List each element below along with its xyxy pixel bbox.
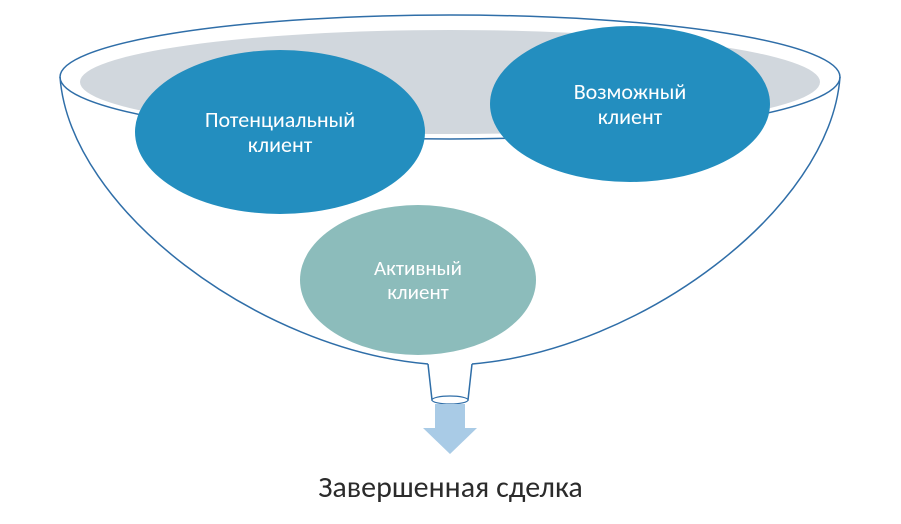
completed-deal-label: Завершенная сделка [0,469,901,506]
bubble-potential-client: Потенциальный клиент [135,50,425,214]
bubble-possible-client: Возможный клиент [490,26,770,182]
bubble-potential-line2: клиент [205,132,355,157]
down-arrow-icon [415,402,485,462]
bubble-active-client: Активный клиент [300,205,536,355]
bubble-potential-line1: Потенциальный [205,107,355,132]
bubble-possible-line1: Возможный [574,79,687,104]
funnel-diagram: { "canvas": { "width": 901, "height": 52… [0,0,901,524]
funnel-spout [428,364,472,400]
bubble-active-line2: клиент [374,280,462,304]
bubble-active-line1: Активный [374,256,462,280]
bubble-possible-line2: клиент [574,104,687,129]
